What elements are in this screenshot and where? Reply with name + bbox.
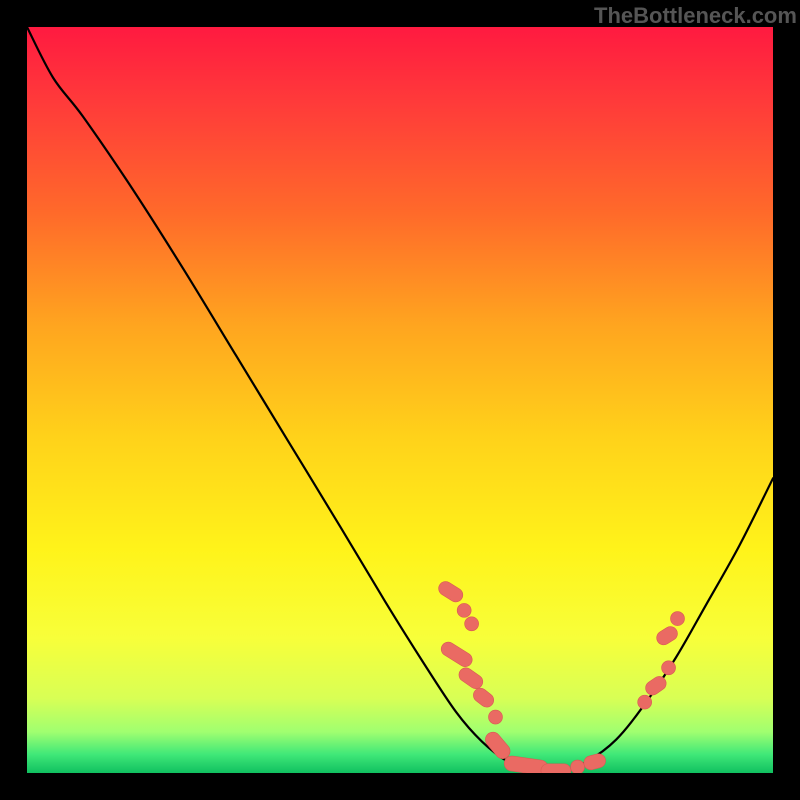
data-marker xyxy=(457,603,471,617)
data-marker xyxy=(465,617,479,631)
watermark-text: TheBottleneck.com xyxy=(594,3,797,29)
data-marker xyxy=(571,760,585,774)
bottleneck-chart xyxy=(0,0,800,800)
gradient-background xyxy=(27,27,773,773)
data-marker xyxy=(671,612,685,626)
data-marker xyxy=(638,695,652,709)
data-marker xyxy=(488,710,502,724)
data-marker xyxy=(662,661,676,675)
